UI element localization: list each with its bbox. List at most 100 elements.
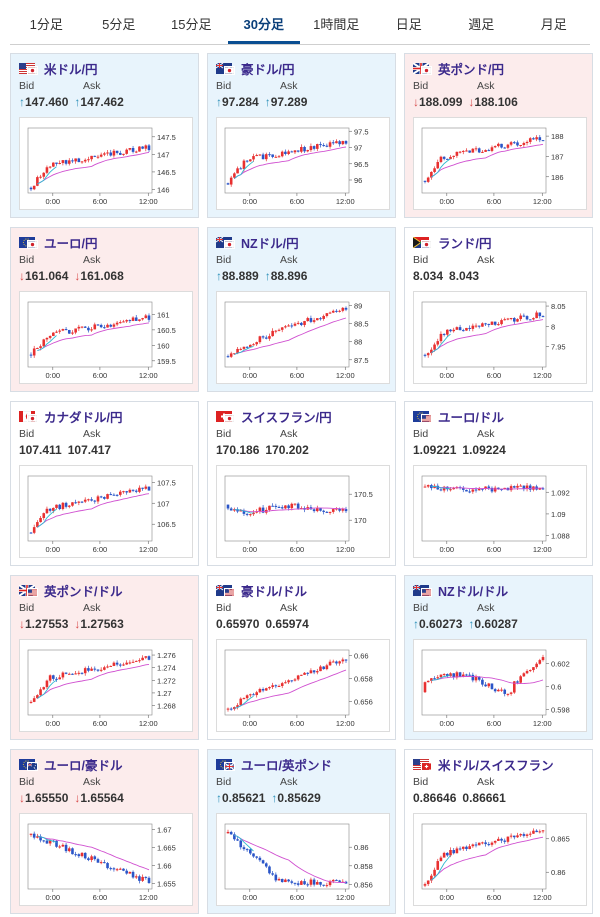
currency-pair-name[interactable]: 米ドル/スイスフラン (438, 758, 554, 773)
currency-card[interactable]: ユーロ/ドル Bid Ask 1.09221 1.09224 1.088 1.09 1.092… (404, 401, 593, 566)
candle-body (503, 319, 507, 321)
candle-body (36, 347, 39, 349)
candle-body (309, 670, 313, 674)
currency-pair-name[interactable]: カナダドル/円 (44, 410, 123, 425)
candlestick-chart[interactable]: 7.95 8 8.05 0:00 6:00 12:00 (413, 291, 587, 384)
candlestick-chart[interactable]: 146 146.5 147 147.5 0:00 6:00 12:00 (19, 117, 193, 210)
candle-body (32, 833, 36, 838)
currency-card[interactable]: ユーロ/円 Bid Ask ↓161.064 ↓161.068 159.5 160 160.5… (10, 227, 199, 392)
x-tick-label: 12:00 (139, 197, 158, 206)
currency-pair-name[interactable]: ユーロ/英ポンド (241, 758, 332, 773)
moving-average-short (234, 834, 254, 852)
candle-body (344, 659, 348, 661)
candle-body (338, 141, 341, 145)
x-tick-label: 12:00 (336, 197, 355, 206)
currency-pair-name[interactable]: ユーロ/円 (44, 236, 98, 251)
chart-svg: 0.856 0.858 0.86 0:00 6:00 12:00 (224, 823, 373, 902)
moving-average-short (37, 835, 57, 843)
currency-card[interactable]: 豪ドル/ドル Bid Ask 0.65970 0.65974 0.656 0.658 0.66… (207, 575, 396, 740)
bid-ask-values: ↑88.889 ↑88.896 (216, 269, 307, 283)
currency-pair-name[interactable]: 豪ドル/ドル (241, 584, 307, 599)
card-header: 英ポンド/ドル (19, 581, 194, 599)
card-header: ランド/円 (413, 233, 588, 251)
currency-pair-name[interactable]: NZドル/ドル (438, 584, 509, 599)
candlestick-chart[interactable]: 159.5 160 160.5 161 0:00 6:00 12:00 (19, 291, 193, 384)
currency-card[interactable]: NZドル/円 Bid Ask ↑88.889 ↑88.896 87.5 88 88.5 89 0:… (207, 227, 396, 392)
currency-card[interactable]: ユーロ/英ポンド Bid Ask ↑0.85621 ↑0.85629 0.856 0.858… (207, 749, 396, 914)
candle-body (477, 325, 481, 327)
candlestick-chart[interactable]: 0.86 0.865 0:00 6:00 12:00 (413, 813, 587, 906)
y-tick-label: 0.598 (551, 705, 570, 714)
currency-pair-name[interactable]: 豪ドル/円 (241, 62, 295, 77)
x-tick-label: 6:00 (93, 545, 108, 554)
currency-pair-name[interactable]: ランド/円 (438, 236, 492, 251)
y-tick-label: 0.858 (354, 862, 373, 871)
x-tick-label: 12:00 (139, 893, 158, 902)
currency-pair-name[interactable]: スイスフラン/円 (241, 410, 332, 425)
moving-average-long (37, 835, 150, 871)
candlestick-chart[interactable]: 1.088 1.09 1.092 0:00 6:00 12:00 (413, 465, 587, 558)
bid-label: Bid (413, 254, 429, 266)
currency-pair-name[interactable]: NZドル/円 (241, 236, 299, 251)
currency-card[interactable]: ランド/円 Bid Ask 8.034 8.043 7.95 8 8.05 0:00 6:00 12… (404, 227, 593, 392)
candle-body (128, 662, 132, 664)
currency-pair-name[interactable]: 米ドル/円 (44, 62, 98, 77)
candle-body (29, 701, 33, 703)
currency-pair-name[interactable]: ユーロ/ドル (438, 410, 504, 425)
candlestick-chart[interactable]: 186 187 188 0:00 6:00 12:00 (413, 117, 587, 210)
candle-body (115, 869, 119, 871)
candle-body (229, 508, 233, 511)
x-tick-label: 12:00 (533, 197, 552, 206)
candlestick-chart[interactable]: 1.268 1.27 1.272 1.274 1.276 0:00 6:00 12:00 (19, 639, 193, 732)
candle-body (115, 662, 119, 665)
candle-body (532, 138, 535, 140)
x-tick-label: 0:00 (242, 371, 257, 380)
candle-body (430, 171, 433, 178)
candle-body (48, 508, 52, 511)
tab-timeframe-5[interactable]: 日足 (395, 17, 422, 32)
moving-average-short (234, 508, 254, 514)
tab-timeframe-2[interactable]: 15分足 (171, 17, 212, 32)
currency-card[interactable]: 英ポンド/円 Bid Ask ↓188.099 ↓188.106 186 187 188 0:0… (404, 53, 593, 218)
currency-pair-name[interactable]: 英ポンド/ドル (44, 584, 123, 599)
candle-body (493, 146, 497, 148)
tab-timeframe-0[interactable]: 1分足 (29, 17, 63, 32)
currency-card[interactable]: スイスフラン/円 Bid Ask 170.186 170.202 170 170.5 0:00… (207, 401, 396, 566)
candlestick-chart[interactable]: 96 96.5 97 97.5 0:00 6:00 12:00 (216, 117, 390, 210)
candle-body (465, 489, 468, 492)
tab-timeframe-3[interactable]: 30分足 (227, 8, 300, 44)
bid-price: 170.186 (216, 443, 260, 457)
candlestick-chart[interactable]: 87.5 88 88.5 89 0:00 6:00 12:00 (216, 291, 390, 384)
candle-body (226, 356, 230, 358)
currency-card[interactable]: 米ドル/円 Bid Ask ↑147.460 ↑147.462 146 146.5 147 14… (10, 53, 199, 218)
x-tick-label: 0:00 (439, 197, 454, 206)
tab-timeframe-6[interactable]: 週足 (468, 17, 495, 32)
candle-body (484, 323, 487, 325)
candle-body (45, 508, 49, 514)
currency-pair-name[interactable]: ユーロ/豪ドル (44, 758, 123, 773)
currency-card[interactable]: ユーロ/豪ドル Bid Ask ↓1.65550 ↓1.65564 1.655 1.66 1.… (10, 749, 199, 914)
candlestick-chart[interactable]: 0.656 0.658 0.66 0:00 6:00 12:00 (216, 639, 390, 732)
currency-card[interactable]: 米ドル/スイスフラン Bid Ask 0.86646 0.86661 0.86 0.865 0… (404, 749, 593, 914)
candle-body (465, 327, 468, 331)
tab-timeframe-1[interactable]: 5分足 (102, 17, 136, 32)
candle-body (331, 661, 335, 663)
tab-timeframe-7[interactable]: 月足 (540, 17, 567, 32)
currency-card[interactable]: NZドル/ドル Bid Ask ↑0.60273 ↑0.60287 0.598 0.6 0.6… (404, 575, 593, 740)
candlestick-chart[interactable]: 170 170.5 0:00 6:00 12:00 (216, 465, 390, 558)
candle-body (39, 689, 42, 696)
currency-pair-name[interactable]: 英ポンド/円 (438, 62, 504, 77)
plot-frame (27, 127, 153, 194)
tab-timeframe-4[interactable]: 1時間足 (313, 17, 360, 32)
currency-card[interactable]: 豪ドル/円 Bid Ask ↑97.284 ↑97.289 96 96.5 97 97.5 0:0… (207, 53, 396, 218)
candle-body (58, 330, 62, 332)
candlestick-chart[interactable]: 0.856 0.858 0.86 0:00 6:00 12:00 (216, 813, 390, 906)
currency-card[interactable]: カナダドル/円 Bid Ask 107.411 107.417 106.5 107 107.5… (10, 401, 199, 566)
candlestick-chart[interactable]: 106.5 107 107.5 0:00 6:00 12:00 (19, 465, 193, 558)
currency-card[interactable]: 英ポンド/ドル Bid Ask ↓1.27553 ↓1.27563 1.268 1.27 1.… (10, 575, 199, 740)
candlestick-chart[interactable]: 0.598 0.6 0.602 0:00 6:00 12:00 (413, 639, 587, 732)
candle-body (446, 158, 449, 160)
candlestick-chart[interactable]: 1.655 1.66 1.665 1.67 0:00 6:00 12:00 (19, 813, 193, 906)
candle-body (436, 341, 440, 345)
bid-ask-labels: Bid Ask (19, 254, 101, 266)
